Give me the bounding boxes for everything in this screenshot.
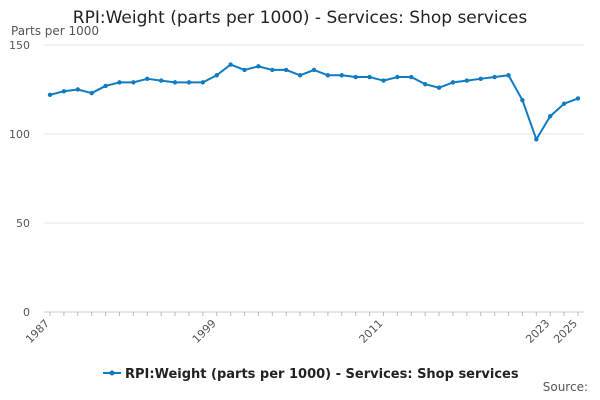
data-point[interactable] [311,67,317,73]
x-tick-label: 2011 [357,317,386,346]
data-point[interactable] [575,96,581,101]
x-tick-label: 1987 [23,317,52,346]
legend[interactable]: RPI:Weight (parts per 1000) - Services: … [103,367,519,382]
data-point[interactable] [381,78,386,83]
chart-title: RPI:Weight (parts per 1000) - Services: … [72,8,528,28]
data-point[interactable] [395,74,400,80]
data-point[interactable] [228,62,233,67]
data-point[interactable] [214,73,219,78]
data-point[interactable] [548,114,553,119]
legend-swatch-marker [109,370,115,376]
x-tick-label: 2023 [523,317,552,346]
data-point[interactable] [145,76,150,82]
series-points [47,62,581,142]
y-tick-label: 50 [16,217,30,230]
data-point[interactable] [284,67,289,73]
data-point[interactable] [158,78,164,83]
data-point[interactable] [47,92,53,98]
data-point[interactable] [450,80,456,85]
data-point[interactable] [325,73,331,78]
data-point[interactable] [339,73,344,78]
data-point[interactable] [561,101,567,106]
data-point[interactable] [436,85,442,90]
data-point[interactable] [506,73,511,78]
y-axis-label: Parts per 1000 [11,24,100,38]
data-point[interactable] [492,74,497,80]
source-label: Source: [542,380,588,394]
y-tick-label: 100 [9,128,30,141]
data-point[interactable] [353,74,358,80]
data-point[interactable] [464,78,470,83]
data-point[interactable] [89,90,94,96]
data-point[interactable] [534,137,539,142]
legend-label: RPI:Weight (parts per 1000) - Services: … [125,367,519,382]
data-point[interactable] [297,73,303,78]
data-point[interactable] [242,67,247,73]
y-tick-label: 150 [9,39,30,52]
data-point[interactable] [409,74,414,80]
data-point[interactable] [117,80,122,85]
data-point[interactable] [520,97,525,103]
data-point[interactable] [103,83,108,89]
y-axis-ticks: 0 50 100 150 [9,39,30,319]
data-point[interactable] [131,80,136,85]
data-point[interactable] [256,64,261,69]
data-point[interactable] [172,80,178,85]
data-point[interactable] [61,89,67,94]
data-point[interactable] [478,76,483,82]
data-point[interactable] [75,87,80,92]
data-point[interactable] [186,80,192,85]
x-tick-label: 1999 [190,317,219,346]
data-point[interactable] [200,80,206,85]
gridlines [44,44,584,224]
y-tick-label: 0 [23,306,30,319]
data-point[interactable] [422,81,428,87]
x-tick-label: 2025 [551,317,580,346]
data-point[interactable] [270,67,275,73]
data-point[interactable] [367,74,372,80]
series-line [49,63,579,141]
